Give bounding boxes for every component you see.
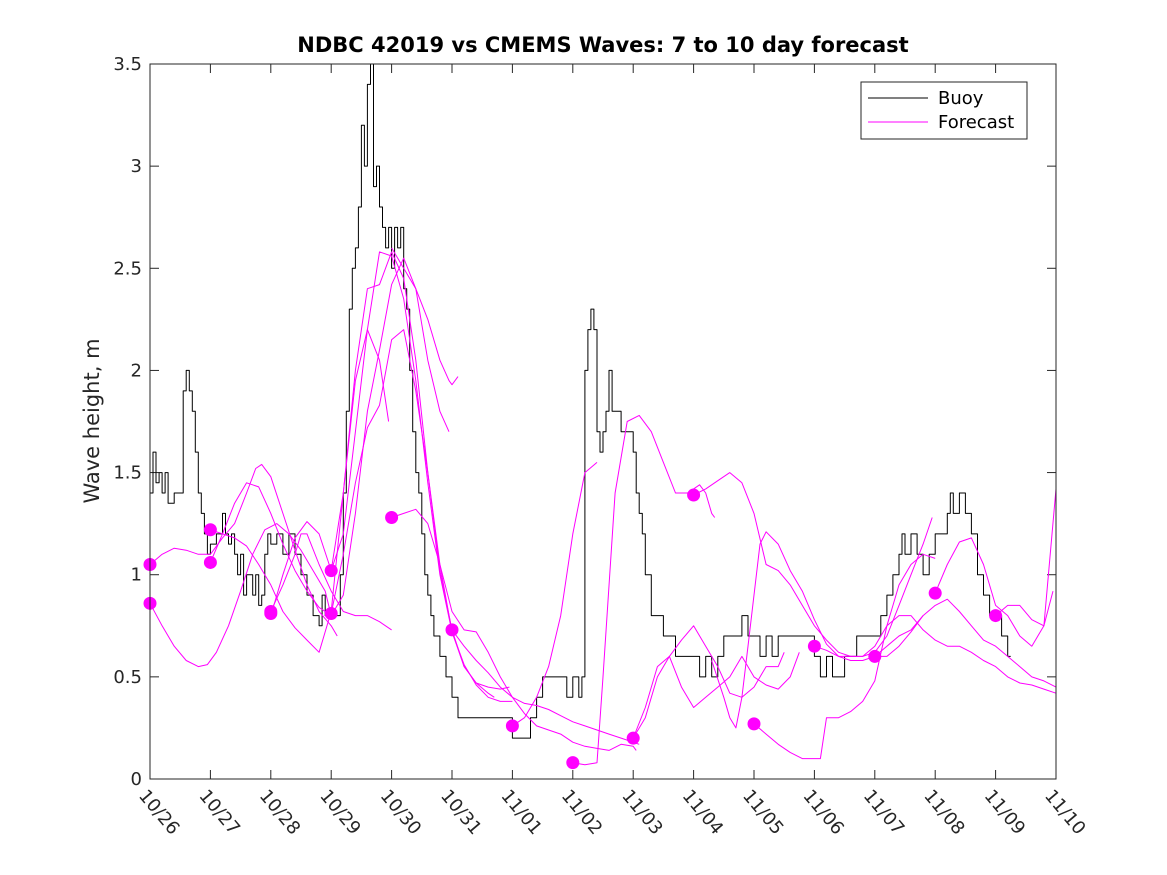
forecast-line-11 [451, 629, 640, 745]
plot-frame [149, 63, 1057, 780]
forecast-start-marker [505, 719, 519, 733]
plot-area [150, 64, 1056, 779]
forecast-line-19 [814, 615, 1057, 694]
forecast-start-marker [203, 523, 217, 537]
forecast-start-marker [626, 731, 640, 745]
forecast-start-marker [928, 586, 942, 600]
forecast-start-marker [989, 609, 1003, 623]
forecast-start-marker [868, 649, 882, 663]
legend-label-buoy: Buoy [938, 88, 984, 109]
forecast-start-marker [385, 511, 399, 525]
y-tick-label: 2.5 [113, 258, 142, 279]
forecast-line-16 [693, 472, 933, 657]
y-tick-label: 0.5 [113, 667, 142, 688]
forecast-line-12 [512, 462, 598, 727]
y-tick-label: 3 [131, 156, 142, 177]
forecast-start-marker [264, 607, 278, 621]
legend-label-forecast: Forecast [938, 112, 1014, 133]
legend-box [860, 81, 1028, 140]
forecast-start-marker [203, 555, 217, 569]
forecast-line-20 [874, 598, 1057, 688]
forecast-line-7 [330, 251, 510, 690]
forecast-start-marker [324, 607, 338, 621]
forecast-start-marker [687, 488, 701, 502]
forecast-start-marker [324, 564, 338, 578]
forecast-start-marker [566, 756, 580, 770]
chart-title: NDBC 42019 vs CMEMS Waves: 7 to 10 day f… [297, 33, 908, 57]
forecast-start-marker [445, 623, 459, 637]
forecast-start-marker [747, 717, 761, 731]
y-tick-label: 0 [131, 769, 142, 790]
y-tick-label: 2 [131, 360, 142, 381]
y-axis-label: Wave height, m [80, 338, 104, 503]
forecast-line-22 [995, 488, 1057, 627]
forecast-line-3 [210, 329, 390, 653]
y-tick-label: 1 [131, 565, 142, 586]
marker-layer [143, 488, 1003, 770]
forecast-line-15 [632, 652, 800, 739]
forecast-line-21 [934, 537, 1054, 647]
y-tick-label: 3.5 [113, 54, 142, 75]
forecast-line-5 [270, 533, 392, 631]
forecast-line-8 [330, 329, 513, 702]
y-tick-label: 1.5 [113, 463, 142, 484]
forecast-line-18 [753, 553, 936, 760]
forecast-line-1 [149, 523, 332, 668]
forecast-start-marker [807, 639, 821, 653]
forecast-line-2 [149, 463, 338, 637]
forecast-line-10 [391, 247, 459, 386]
forecast-line-14 [632, 625, 785, 739]
forecast-line-9 [391, 508, 637, 751]
legend: Buoy Forecast [860, 81, 1028, 140]
series-layer [149, 63, 1057, 766]
forecast-line-13 [572, 414, 716, 766]
